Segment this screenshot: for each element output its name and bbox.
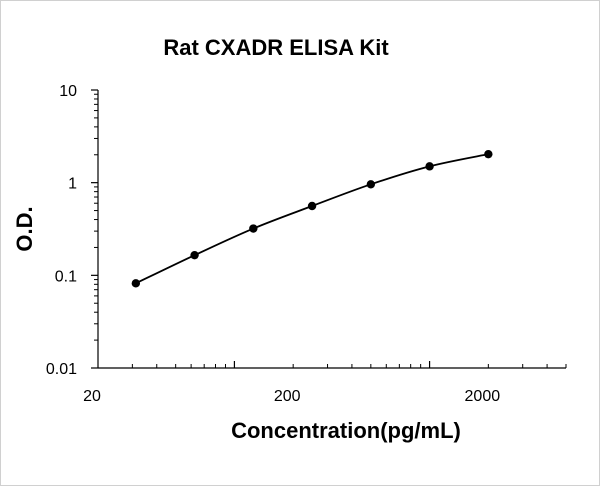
y-tick-label: 0.1	[55, 268, 77, 285]
data-point	[484, 149, 493, 159]
y-tick-label: 1	[68, 176, 77, 193]
x-tick-label: 2000	[465, 388, 501, 405]
axes	[97, 90, 566, 369]
plot-area	[131, 149, 493, 288]
y-axis-title: O.D.	[12, 206, 37, 251]
data-point	[131, 279, 141, 288]
x-axis-title: Concentration(pg/mL)	[231, 418, 461, 443]
minor-ticks	[91, 89, 567, 369]
x-tick-label: 20	[83, 388, 101, 405]
data-point	[366, 180, 376, 189]
data-point	[249, 224, 258, 233]
chart-title: Rat CXADR ELISA Kit	[163, 35, 389, 60]
y-tick-label: 10	[59, 83, 77, 100]
tick-labels: 0.01 0.1 1 10 20 200 2000	[46, 83, 500, 405]
y-tick-label: 0.01	[46, 361, 77, 378]
fit-curve	[135, 153, 489, 285]
data-point	[425, 162, 434, 171]
data-point	[307, 201, 317, 211]
data-point	[190, 250, 199, 260]
x-tick-label: 200	[274, 388, 301, 405]
